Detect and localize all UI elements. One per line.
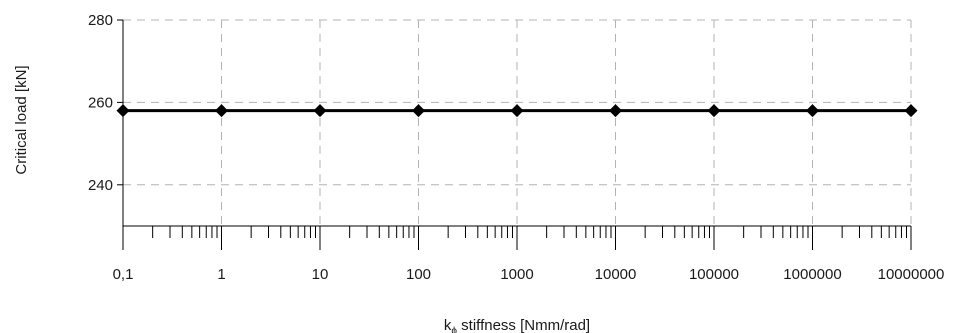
x-tick-label-0: 0,1 xyxy=(113,266,134,283)
tick-labels: 240 260 280 0,1 1 10 100 1000 10000 100000 1000000… xyxy=(88,12,944,283)
y-tick-label-1: 260 xyxy=(88,94,113,111)
data-point-2 xyxy=(313,104,327,118)
y-tick-label-0: 240 xyxy=(88,177,113,194)
x-tick-label-3: 100 xyxy=(406,266,431,283)
data-point-4 xyxy=(510,104,524,118)
data-point-0 xyxy=(116,104,130,118)
data-point-3 xyxy=(412,104,425,118)
x-tick-label-7: 1000000 xyxy=(783,266,841,283)
data-point-6 xyxy=(707,104,721,118)
series xyxy=(116,104,918,118)
axes xyxy=(117,19,912,250)
data-point-5 xyxy=(609,104,622,118)
x-tick-label-6: 100000 xyxy=(689,266,739,283)
data-point-7 xyxy=(806,104,819,118)
data-point-8 xyxy=(904,104,918,118)
grid xyxy=(123,19,912,226)
y-axis-title: Critical load [kN] xyxy=(13,65,30,174)
x-tick-label-4: 1000 xyxy=(500,266,533,283)
x-axis-title-subscript: ϕ xyxy=(451,326,457,333)
y-tick-label-2: 280 xyxy=(88,12,113,29)
x-axis-title-rest: stiffness [Nmm/rad] xyxy=(457,317,590,333)
x-tick-label-1: 1 xyxy=(217,266,225,283)
x-tick-label-8: 10000000 xyxy=(878,266,945,283)
x-axis-title-main: k xyxy=(444,317,452,333)
x-tick-label-5: 10000 xyxy=(595,266,637,283)
data-point-1 xyxy=(215,104,228,118)
x-axis-title: kϕ stiffness [Nmm/rad] xyxy=(444,317,590,333)
x-tick-label-2: 10 xyxy=(312,266,329,283)
